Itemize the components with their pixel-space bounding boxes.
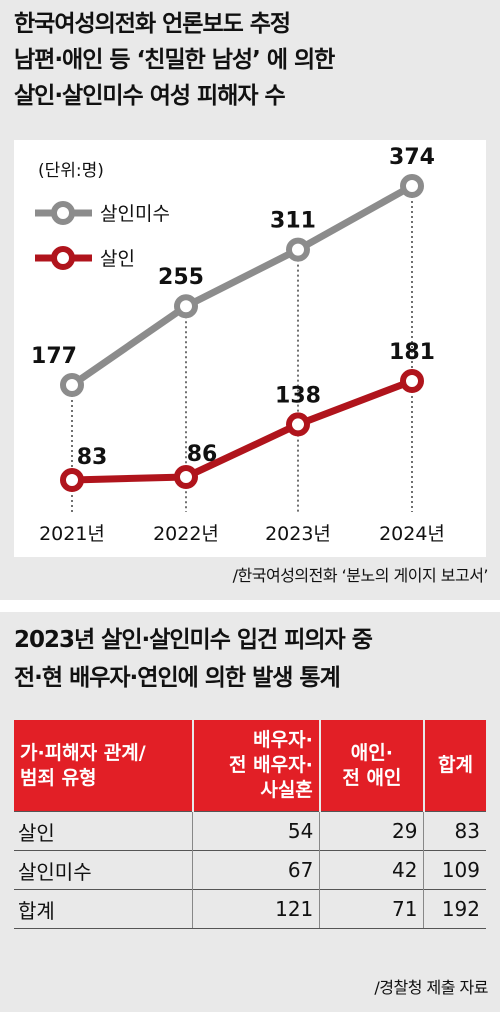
- table-title-line-1: 2023년 살인·살인미수 입건 피의자 중: [14, 627, 373, 653]
- header-total: 합계: [422, 720, 486, 812]
- data-point: [286, 412, 310, 437]
- chart-panel: 한국여성의전화 언론보도 추정 남편·애인 등 ‘친밀한 남성’ 에 의한 살인…: [14, 11, 489, 585]
- data-point: [174, 464, 198, 489]
- table-panel: 2023년 살인·살인미수 입건 피의자 중 전·현 배우자·연인에 의한 발생…: [0, 612, 500, 1012]
- data-label: 83: [77, 445, 108, 470]
- table-row: 살인 54 29 83: [14, 811, 486, 851]
- data-point: [60, 373, 84, 398]
- header-relation-type: 가·피해자 관계/ 범죄 유형: [14, 720, 193, 812]
- data-label: 86: [187, 442, 218, 467]
- cell-spouse: 54: [192, 811, 320, 851]
- statistics-table: 가·피해자 관계/ 범죄 유형 배우자· 전 배우자· 사실혼 애인· 전 애인…: [14, 720, 486, 929]
- legend-swatch-marker: [51, 246, 75, 270]
- x-tick-label: 2024년: [379, 523, 445, 545]
- x-tick-label: 2021년: [39, 523, 105, 545]
- data-label: 138: [275, 383, 321, 408]
- cell-lover: 71: [319, 889, 424, 929]
- cell-total: 83: [423, 811, 486, 851]
- table-title-line-2: 전·현 배우자·연인에 의한 발생 통계: [14, 665, 341, 691]
- series-line: [71, 377, 414, 484]
- legend-label: 살인미수: [100, 203, 170, 225]
- table-header-row: 가·피해자 관계/ 범죄 유형 배우자· 전 배우자· 사실혼 애인· 전 애인…: [14, 720, 486, 812]
- legend-label: 살인: [100, 248, 135, 270]
- unit-label: (단위:명): [38, 161, 104, 181]
- cell-total: 109: [423, 850, 486, 890]
- table-source: /경찰청 제출 자료: [374, 978, 488, 997]
- chart-source: /한국여성의전화 ‘분노의 게이지 보고서’: [232, 566, 489, 585]
- x-tick-label: 2022년: [153, 523, 219, 545]
- data-label: 181: [389, 340, 435, 365]
- data-point: [174, 294, 198, 319]
- data-point: [400, 368, 424, 393]
- data-label: 177: [31, 344, 77, 369]
- x-tick-label: 2023년: [265, 523, 331, 545]
- data-label: 374: [389, 145, 435, 170]
- cell-lover: 42: [319, 850, 424, 890]
- data-point: [286, 237, 310, 262]
- header-lover: 애인· 전 애인: [318, 720, 424, 812]
- legend-swatch-marker: [51, 201, 75, 225]
- series-line: [70, 182, 414, 388]
- data-point: [400, 174, 424, 198]
- table-row: 살인미수 67 42 109: [14, 850, 486, 890]
- row-label: 합계: [14, 889, 193, 929]
- row-label: 살인미수: [14, 850, 193, 890]
- chart-title-line-2: 남편·애인 등 ‘친밀한 남성’ 에 의한: [14, 47, 335, 73]
- section-divider: [0, 600, 500, 612]
- chart-title-line-1: 한국여성의전화 언론보도 추정: [14, 11, 291, 37]
- cell-total: 192: [423, 889, 486, 929]
- cell-lover: 29: [319, 811, 424, 851]
- chart-title-line-3: 살인·살인미수 여성 피해자 수: [14, 83, 286, 109]
- cell-spouse: 67: [192, 850, 320, 890]
- cell-spouse: 121: [192, 889, 320, 929]
- table-row: 합계 121 71 192: [14, 889, 486, 929]
- series-layer: 177 255 311 374 83 86 138 181: [31, 145, 435, 492]
- data-label: 255: [158, 265, 204, 290]
- row-label: 살인: [14, 811, 193, 851]
- x-axis: 2021년 2022년 2023년 2024년: [39, 523, 445, 545]
- data-label: 311: [270, 209, 316, 234]
- data-point: [60, 468, 84, 492]
- header-spouse: 배우자· 전 배우자· 사실혼: [191, 720, 320, 812]
- chart-area: [14, 140, 486, 557]
